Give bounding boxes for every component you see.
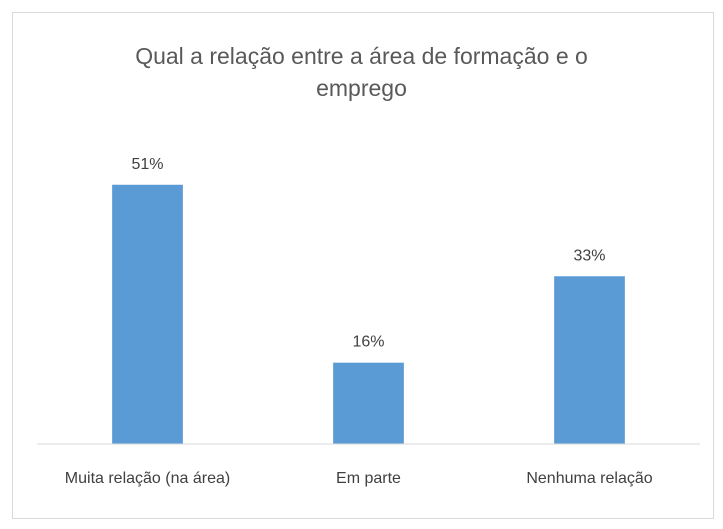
chart-frame xyxy=(12,12,714,519)
data-label: 51% xyxy=(131,156,163,173)
chart-title: Qual a relação entre a área de formação … xyxy=(135,43,588,101)
x-tick-label: Nenhuma relação xyxy=(526,470,653,487)
data-label: 16% xyxy=(352,334,384,351)
data-label: 33% xyxy=(573,247,605,264)
x-tick-label: Muita relação (na área) xyxy=(64,470,231,487)
bar xyxy=(333,362,404,444)
bar xyxy=(112,184,183,444)
x-tick-label: Em parte xyxy=(336,470,401,487)
bar xyxy=(554,276,625,444)
